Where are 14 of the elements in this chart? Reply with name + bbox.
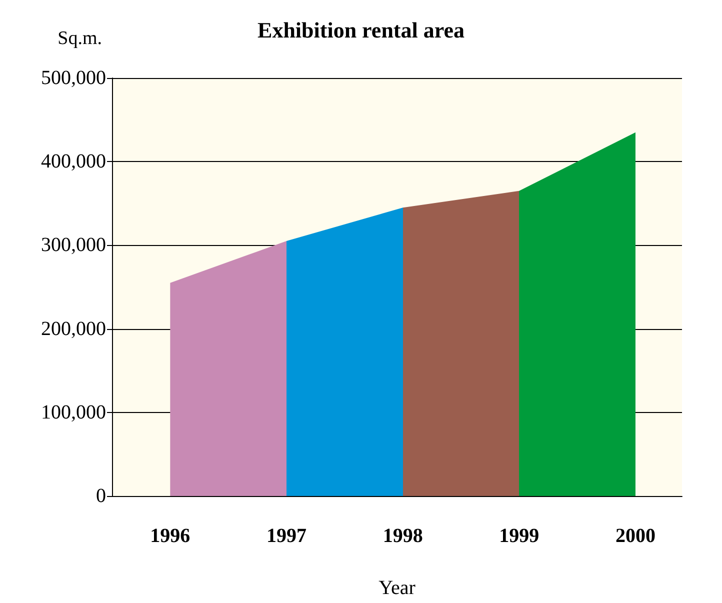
chart-title: Exhibition rental area (258, 18, 464, 42)
y-tick-label: 0 (96, 485, 106, 507)
y-axis-title: Sq.m. (58, 28, 102, 49)
x-tick-label: 2000 (615, 525, 656, 547)
y-tick-label: 400,000 (41, 150, 106, 173)
y-tick-label: 200,000 (41, 318, 106, 340)
x-tick-label: 1997 (266, 525, 306, 547)
x-tick-label: 1998 (382, 525, 423, 547)
x-axis-title: Year (378, 577, 416, 599)
y-tick-label: 100,000 (41, 401, 106, 424)
y-tick-label: 500,000 (41, 67, 106, 89)
x-tick-label: 1999 (499, 525, 540, 547)
x-tick-label: 1996 (150, 525, 190, 547)
y-tick-label: 300,000 (41, 234, 106, 256)
